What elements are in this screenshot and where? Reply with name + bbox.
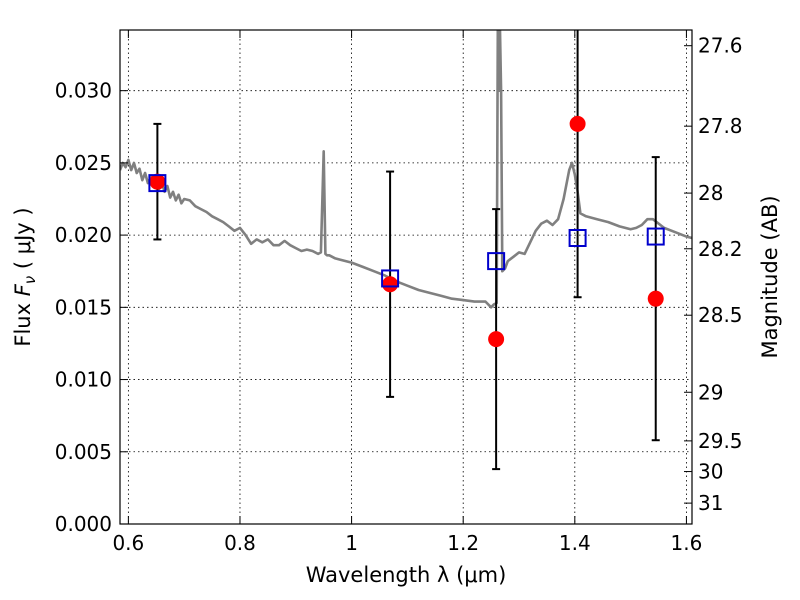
x-axis: 0.6 0.8 1 1.2 1.4 1.6	[112, 30, 702, 555]
y-axis-label-subscript: ν	[21, 276, 39, 284]
x-tick-label: 1.2	[447, 531, 479, 555]
observed-point	[647, 290, 664, 307]
observed-point	[382, 276, 399, 293]
x-tick-label: 1.6	[671, 531, 703, 555]
plot-frame	[119, 29, 693, 525]
y2-axis: 27.6 27.8 28 28.2 28.5 29 29.5 30 31	[684, 34, 743, 515]
y2-tick-label: 28	[698, 181, 723, 205]
y-axis-label-unit: ( μJy )	[11, 207, 35, 275]
y-tick-label: 0.015	[55, 295, 112, 319]
y2-axis-label: Magnitude (AB)	[758, 195, 782, 358]
x-tick-label: 0.8	[224, 531, 256, 555]
y2-tick-label: 28.2	[698, 237, 743, 261]
x-tick-label: 0.6	[112, 531, 144, 555]
observed-point	[569, 115, 586, 132]
synthetic-point	[568, 229, 587, 247]
synthetic-point	[381, 269, 400, 288]
y2-tick-label: 28.5	[698, 303, 743, 327]
synthetic-point	[646, 227, 665, 246]
y-tick-label: 0.000	[55, 512, 112, 536]
plot-area	[120, 30, 692, 471]
y-axis-label-symbol: F	[11, 283, 35, 296]
y-axis: 0.000 0.005 0.010 0.015 0.020 0.025 0.030	[55, 79, 128, 536]
observed-point	[149, 173, 166, 190]
y2-tick-label: 27.8	[698, 114, 743, 138]
y2-tick-label: 30	[698, 460, 723, 484]
y-tick-label: 0.005	[55, 440, 112, 464]
y2-tick-label: 29.5	[698, 429, 743, 453]
y-tick-label: 0.030	[55, 79, 112, 103]
model-spectrum-line	[120, 30, 692, 309]
x-axis-label: Wavelength λ (μm)	[306, 563, 507, 587]
y-axis-label: Flux Fν ( μJy )	[11, 207, 39, 346]
y-tick-label: 0.020	[55, 223, 112, 247]
y-tick-label: 0.025	[55, 151, 112, 175]
synthetic-point	[148, 174, 167, 193]
y-tick-label: 0.010	[55, 368, 112, 392]
y2-tick-label: 27.6	[698, 34, 743, 58]
x-tick-label: 1	[345, 531, 358, 555]
observed-point	[488, 331, 505, 348]
y2-tick-label: 31	[698, 491, 723, 515]
synthetic-point	[487, 252, 506, 271]
y-axis-label-prefix: Flux	[11, 296, 35, 346]
y2-tick-label: 29	[698, 380, 723, 404]
x-tick-label: 1.4	[559, 531, 591, 555]
